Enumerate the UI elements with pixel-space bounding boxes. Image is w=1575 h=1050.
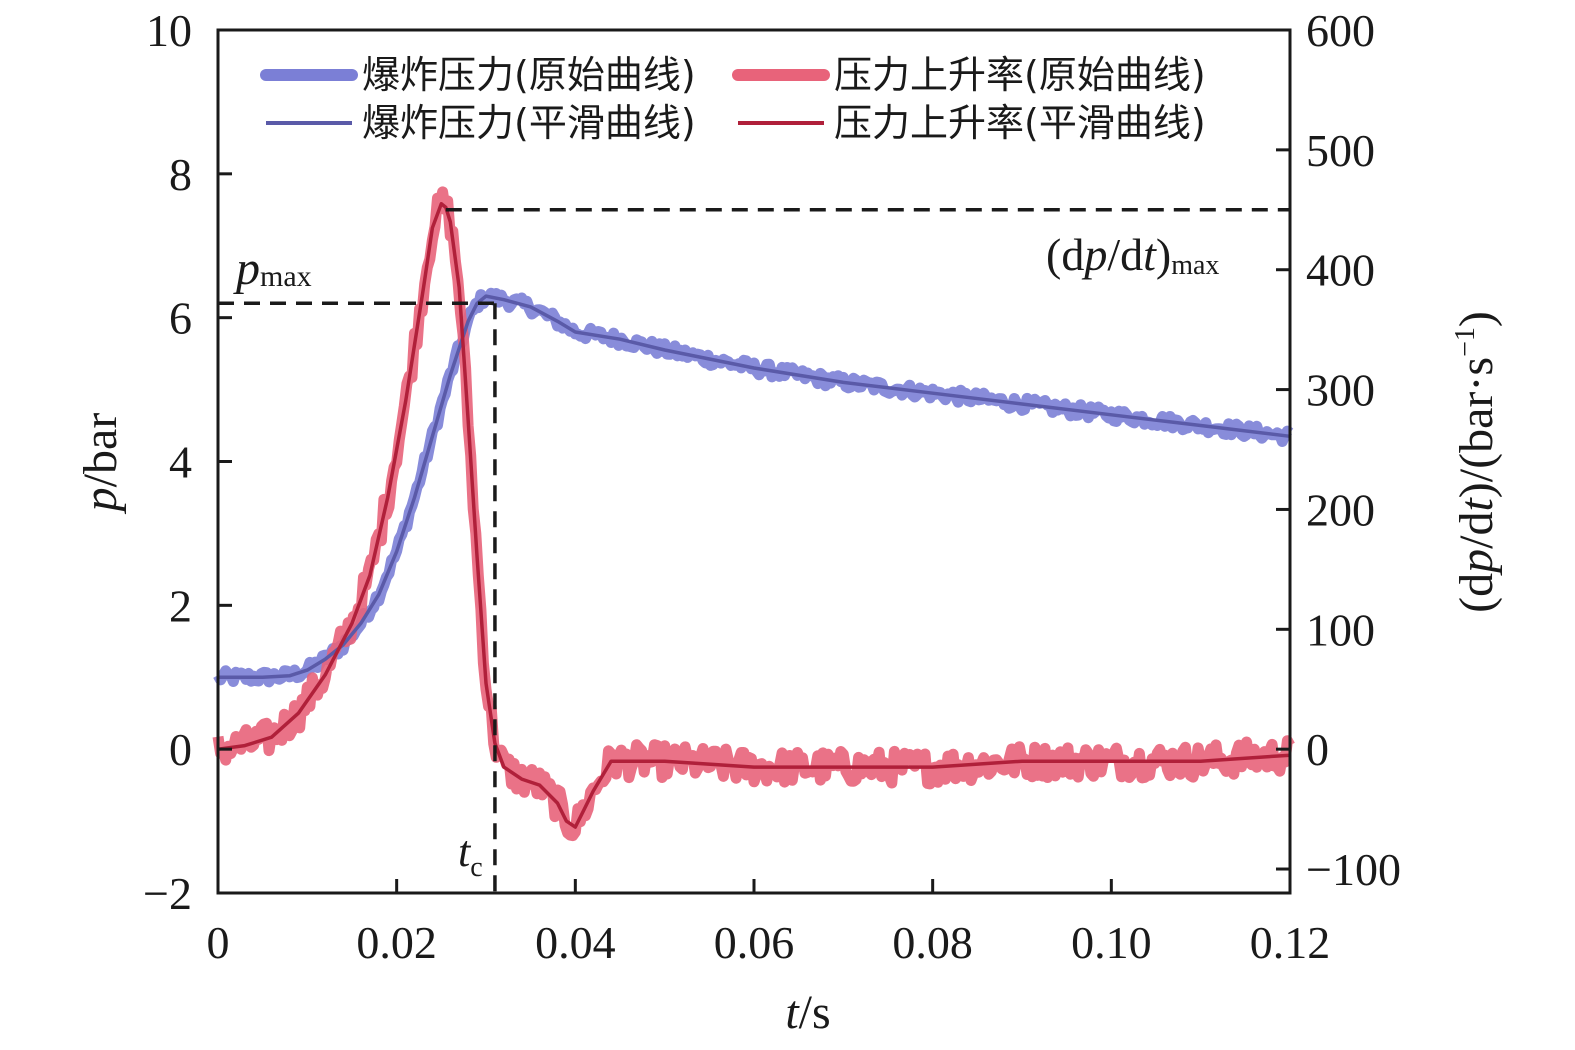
x-tick-label: 0.12 bbox=[1250, 917, 1331, 968]
legend-label-pressure-raw: 爆炸压力(原始曲线) bbox=[362, 53, 696, 97]
p-max-label: pmax bbox=[233, 242, 312, 295]
axis-tick-labels: 0 0.02 0.04 0.06 0.08 0.10 0.12 −2 0 2 4 6 8 10 −100 0 1… bbox=[143, 5, 1401, 968]
x-tick-label: 0.06 bbox=[714, 917, 795, 968]
y-left-tick-label: 2 bbox=[169, 580, 192, 631]
legend-label-pressure-smooth: 爆炸压力(平滑曲线) bbox=[362, 101, 696, 145]
y-right-tick-label: 600 bbox=[1306, 5, 1375, 56]
y-left-tick-label: 6 bbox=[169, 293, 192, 344]
dpdt-max-label: (dp/dt)max bbox=[1046, 229, 1219, 281]
y-right-tick-label: 400 bbox=[1306, 245, 1375, 296]
legend-label-rate-raw: 压力上升率(原始曲线) bbox=[834, 53, 1206, 97]
series-line-0 bbox=[213, 287, 1294, 688]
y-left-tick-label: −2 bbox=[143, 868, 192, 919]
smooth-curves-layer bbox=[217, 202, 1291, 829]
y-right-tick-label: 200 bbox=[1306, 484, 1375, 535]
y-right-tick-label: 100 bbox=[1306, 604, 1375, 655]
series-line-1 bbox=[218, 294, 1291, 680]
y-right-axis-title: (dp/dt)/(bar·s−1) bbox=[1450, 311, 1503, 613]
annotation-lines bbox=[218, 208, 1290, 893]
x-tick-label: 0.08 bbox=[892, 917, 973, 968]
y-left-axis-title: p/bar bbox=[74, 413, 127, 515]
x-tick-label: 0.02 bbox=[356, 917, 437, 968]
y-left-tick-label: 0 bbox=[169, 724, 192, 775]
y-right-tick-label: −100 bbox=[1306, 844, 1401, 895]
axis-ticks bbox=[216, 28, 1292, 895]
y-left-tick-label: 4 bbox=[169, 437, 192, 488]
series-line-2 bbox=[212, 186, 1295, 842]
y-left-tick-label: 10 bbox=[146, 5, 192, 56]
x-axis-title: t/s bbox=[785, 986, 830, 1039]
raw-curves-layer bbox=[212, 186, 1295, 842]
legend-label-rate-smooth: 压力上升率(平滑曲线) bbox=[834, 101, 1206, 145]
legend: 爆炸压力(原始曲线) 爆炸压力(平滑曲线) 压力上升率(原始曲线) 压力上升率(… bbox=[260, 53, 1206, 145]
y-left-tick-label: 8 bbox=[169, 149, 192, 200]
x-tick-label: 0.04 bbox=[535, 917, 616, 968]
y-right-tick-label: 300 bbox=[1306, 365, 1375, 416]
y-right-tick-label: 500 bbox=[1306, 125, 1375, 176]
x-tick-label: 0.10 bbox=[1071, 917, 1152, 968]
series-line-3 bbox=[217, 202, 1291, 829]
y-right-tick-label: 0 bbox=[1306, 724, 1329, 775]
t-c-label: tc bbox=[458, 827, 483, 883]
x-tick-label: 0 bbox=[207, 917, 230, 968]
